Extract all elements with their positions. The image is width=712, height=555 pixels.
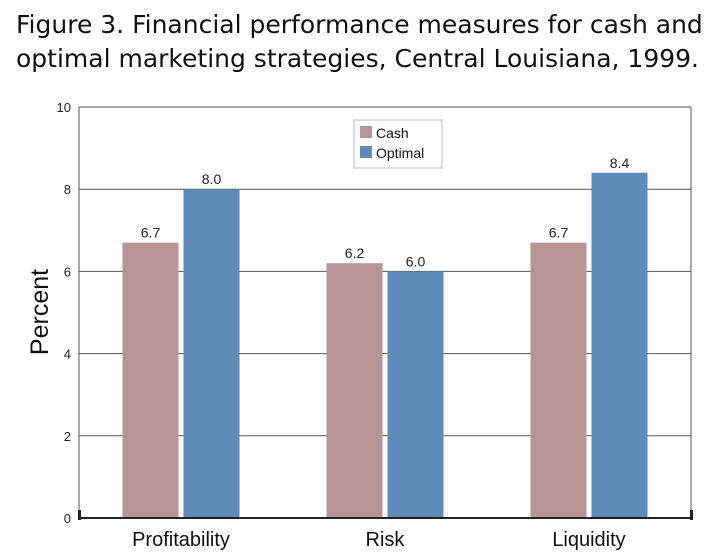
bar-optimal-liquidity [591, 172, 648, 518]
y-axis-ticks: 0 2 4 6 8 10 [57, 100, 71, 526]
x-category-label: Risk [366, 529, 406, 551]
axes [78, 107, 693, 520]
bar-cash-risk [326, 263, 383, 518]
data-label: 6.2 [345, 245, 365, 261]
x-axis-end-tick [690, 510, 693, 520]
y-tick-label: 0 [64, 511, 71, 526]
chart-title-line-1: Figure 3. Financial performance measures… [16, 10, 703, 39]
bar-optimal-profitability [183, 189, 240, 518]
y-tick-label: 4 [64, 347, 71, 362]
y-tick-label: 2 [64, 429, 71, 444]
chart-title: Figure 3. Financial performance measures… [16, 8, 706, 76]
chart-title-line-2: optimal marketing strategies, Central Lo… [16, 44, 699, 73]
y-tick-label: 8 [64, 182, 71, 197]
legend: Cash Optimal [353, 119, 443, 169]
data-label: 6.7 [141, 225, 161, 241]
data-label: 8.0 [202, 171, 222, 187]
x-category-label: Profitability [132, 529, 230, 551]
data-labels: 6.7 8.0 6.2 6.0 6.7 8.4 [141, 155, 630, 270]
bar-cash-liquidity [530, 242, 587, 518]
y-tick-label: 6 [64, 264, 71, 279]
bar-optimal-risk [387, 271, 444, 518]
legend-label-cash: Cash [376, 125, 409, 141]
x-axis-categories: Profitability Risk Liquidity [132, 529, 626, 551]
x-category-label: Liquidity [552, 529, 625, 551]
bar-cash-profitability [122, 242, 179, 518]
y-tick-label: 10 [57, 100, 71, 115]
legend-label-optimal: Optimal [376, 145, 424, 161]
x-axis-end-tick [78, 510, 81, 520]
data-label: 8.4 [610, 155, 630, 171]
y-axis-label: Percent [26, 269, 54, 355]
legend-swatch-optimal [360, 146, 372, 158]
data-label: 6.7 [549, 225, 569, 241]
data-label: 6.0 [406, 253, 426, 269]
legend-swatch-cash [360, 126, 372, 138]
bars [122, 172, 648, 518]
